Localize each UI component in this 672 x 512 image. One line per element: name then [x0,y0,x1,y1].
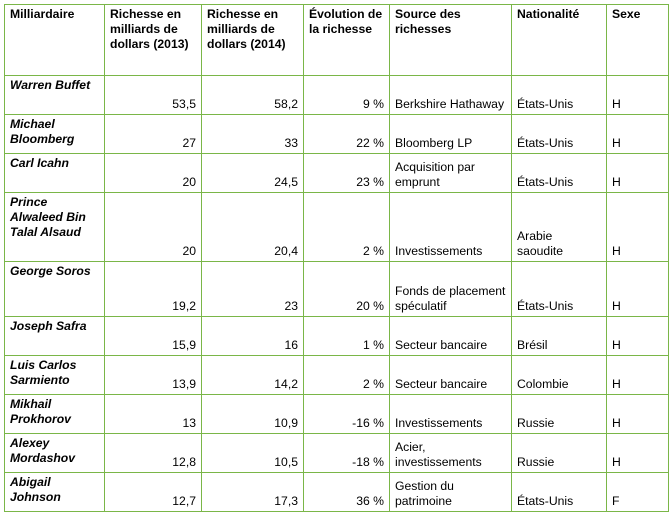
billionaire-name: Abigail Johnson [4,472,105,512]
nationality: Russie [511,394,607,434]
sex: H [606,316,669,356]
table-row: Warren Buffet 53,5 58,2 9 % Berkshire Ha… [4,75,669,115]
wealth-evolution: -18 % [303,433,390,473]
wealth-2013: 20 [104,153,202,193]
header-sex: Sexe [606,4,669,76]
billionaire-name: Carl Icahn [4,153,105,193]
sex: H [606,114,669,154]
sex: H [606,394,669,434]
header-nationality: Nationalité [511,4,607,76]
table-row: Luis Carlos Sarmiento 13,9 14,2 2 % Sect… [4,355,669,395]
wealth-2013: 13,9 [104,355,202,395]
wealth-2014: 20,4 [201,192,304,262]
wealth-source: Berkshire Hathaway [389,75,512,115]
billionaire-name: Warren Buffet [4,75,105,115]
table-row: Abigail Johnson 12,7 17,3 36 % Gestion d… [4,472,669,512]
sex: H [606,153,669,193]
billionaire-name: Joseph Safra [4,316,105,356]
billionaire-name: Luis Carlos Sarmiento [4,355,105,395]
table-row: Prince Alwaleed Bin Talal Alsaud 20 20,4… [4,192,669,262]
nationality: États-Unis [511,472,607,512]
billionaires-table: Milliardaire Richesse en milliards de do… [4,4,669,512]
wealth-2014: 24,5 [201,153,304,193]
sex: H [606,433,669,473]
wealth-source: Investissements [389,394,512,434]
nationality: Arabie saoudite [511,192,607,262]
wealth-source: Fonds de placement spéculatif [389,261,512,317]
table-row: George Soros 19,2 23 20 % Fonds de place… [4,261,669,317]
nationality: Russie [511,433,607,473]
table-row: Alexey Mordashov 12,8 10,5 -18 % Acier, … [4,433,669,473]
billionaire-name: Mikhail Prokhorov [4,394,105,434]
wealth-source: Gestion du patrimoine [389,472,512,512]
wealth-2014: 23 [201,261,304,317]
nationality: États-Unis [511,261,607,317]
header-row: Milliardaire Richesse en milliards de do… [4,4,669,76]
wealth-evolution: 2 % [303,355,390,395]
nationality: Brésil [511,316,607,356]
wealth-evolution: 2 % [303,192,390,262]
wealth-source: Secteur bancaire [389,355,512,395]
wealth-evolution: 1 % [303,316,390,356]
table-row: Joseph Safra 15,9 16 1 % Secteur bancair… [4,316,669,356]
wealth-2013: 15,9 [104,316,202,356]
wealth-2013: 13 [104,394,202,434]
billionaire-name: Prince Alwaleed Bin Talal Alsaud [4,192,105,262]
wealth-2014: 17,3 [201,472,304,512]
wealth-evolution: 22 % [303,114,390,154]
wealth-2013: 12,8 [104,433,202,473]
sex: H [606,355,669,395]
wealth-source: Secteur bancaire [389,316,512,356]
nationality: États-Unis [511,153,607,193]
wealth-evolution: 23 % [303,153,390,193]
wealth-evolution: 9 % [303,75,390,115]
wealth-evolution: 36 % [303,472,390,512]
wealth-source: Bloomberg LP [389,114,512,154]
wealth-source: Investissements [389,192,512,262]
wealth-evolution: 20 % [303,261,390,317]
table-row: Mikhail Prokhorov 13 10,9 -16 % Investis… [4,394,669,434]
billionaire-name: Michael Bloomberg [4,114,105,154]
wealth-2013: 19,2 [104,261,202,317]
wealth-2014: 16 [201,316,304,356]
nationality: Colombie [511,355,607,395]
header-billionaire: Milliardaire [4,4,105,76]
wealth-2014: 10,9 [201,394,304,434]
wealth-2013: 53,5 [104,75,202,115]
sex: F [606,472,669,512]
sex: H [606,261,669,317]
wealth-2013: 12,7 [104,472,202,512]
wealth-2014: 14,2 [201,355,304,395]
billionaire-name: George Soros [4,261,105,317]
wealth-2014: 33 [201,114,304,154]
sex: H [606,192,669,262]
sex: H [606,75,669,115]
nationality: États-Unis [511,114,607,154]
wealth-source: Acier, investissements [389,433,512,473]
header-source: Source des richesses [389,4,512,76]
table-row: Carl Icahn 20 24,5 23 % Acquisition par … [4,153,669,193]
wealth-source: Acquisition par emprunt [389,153,512,193]
wealth-2014: 10,5 [201,433,304,473]
header-wealth-2013: Richesse en milliards de dollars (2013) [104,4,202,76]
wealth-evolution: -16 % [303,394,390,434]
wealth-2013: 27 [104,114,202,154]
header-evolution: Évolution de la richesse [303,4,390,76]
header-wealth-2014: Richesse en milliards de dollars (2014) [201,4,304,76]
wealth-2013: 20 [104,192,202,262]
table-row: Michael Bloomberg 27 33 22 % Bloomberg L… [4,114,669,154]
billionaire-name: Alexey Mordashov [4,433,105,473]
nationality: États-Unis [511,75,607,115]
wealth-2014: 58,2 [201,75,304,115]
